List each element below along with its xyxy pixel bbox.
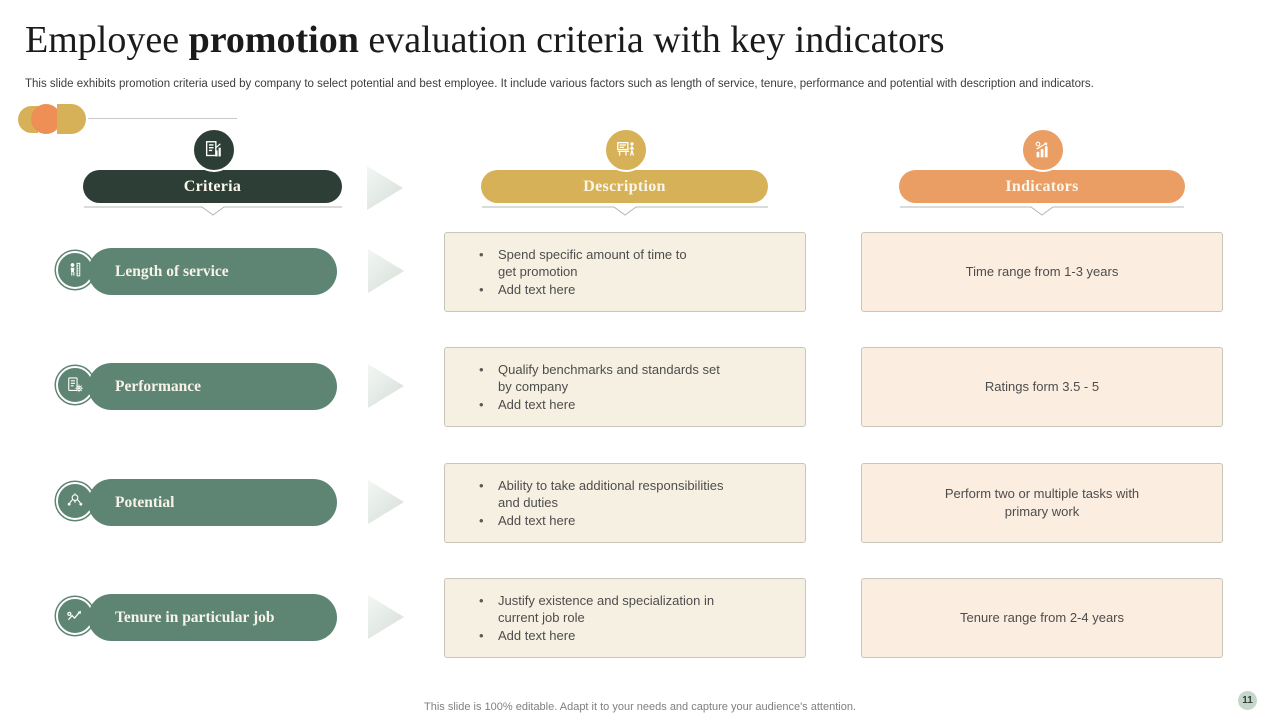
description-item: Add text here: [479, 512, 723, 530]
description-box: Justify existence and specialization in …: [444, 578, 806, 658]
slide-subtitle: This slide exhibits promotion criteria u…: [25, 78, 1094, 90]
description-list: Spend specific amount of time to get pro…: [445, 246, 687, 299]
indicator-text: Time range from 1-3 years: [965, 264, 1119, 280]
criteria-pill: Length of service: [88, 248, 337, 295]
table-row: Potential Ability to take additional res…: [0, 463, 1280, 543]
criteria-pill: Tenure in particular job: [88, 594, 337, 641]
chevron-right-icon: [367, 166, 403, 210]
decoration-line: [88, 118, 237, 119]
idea-network-icon: [56, 482, 94, 520]
criteria-header-label: Criteria: [183, 177, 242, 195]
description-box: Qualify benchmarks and standards set by …: [444, 347, 806, 427]
title-part1: Employee: [25, 19, 180, 61]
presenter-desk-icon: [604, 128, 648, 172]
column-header-description: Description: [481, 170, 768, 203]
indicator-box: Perform two or multiple tasks with prima…: [861, 463, 1223, 543]
description-item: Add text here: [479, 627, 714, 645]
table-row: Performance Qualify benchmarks and stand…: [0, 347, 1280, 427]
indicators-notch-line: [900, 206, 1184, 216]
description-item: Ability to take additional responsibilit…: [479, 477, 723, 512]
title-highlight: promotion: [188, 19, 359, 61]
clipboard-gear-icon: [56, 366, 94, 404]
description-item: Add text here: [479, 396, 720, 414]
indicator-box: Ratings form 3.5 - 5: [861, 347, 1223, 427]
decoration-orange-circle: [31, 104, 61, 134]
indicator-box: Tenure range from 2-4 years: [861, 578, 1223, 658]
chevron-right-icon: [368, 480, 404, 524]
column-header-indicators: Indicators: [899, 170, 1185, 203]
indicators-header-label: Indicators: [1005, 177, 1079, 195]
description-notch-line: [482, 206, 768, 216]
criteria-pill: Performance: [88, 363, 337, 410]
chevron-right-icon: [368, 595, 404, 639]
description-list: Justify existence and specialization in …: [445, 592, 714, 645]
growth-bar-chart-icon: [1021, 128, 1065, 172]
criteria-label: Length of service: [115, 262, 229, 280]
description-item: Justify existence and specialization in …: [479, 592, 714, 627]
description-item: Spend specific amount of time to get pro…: [479, 246, 687, 281]
indicator-text: Tenure range from 2-4 years: [959, 610, 1125, 626]
page-number-badge: 11: [1238, 691, 1257, 710]
page-title: Employee promotion evaluation criteria w…: [25, 18, 1235, 62]
chevron-right-icon: [368, 249, 404, 293]
footer-note: This slide is 100% editable. Adapt it to…: [424, 701, 856, 713]
criteria-pill: Potential: [88, 479, 337, 526]
description-box: Spend specific amount of time to get pro…: [444, 232, 806, 312]
description-list: Ability to take additional responsibilit…: [445, 477, 723, 530]
criteria-label: Potential: [115, 493, 175, 511]
description-list: Qualify benchmarks and standards set by …: [445, 361, 720, 414]
indicator-box: Time range from 1-3 years: [861, 232, 1223, 312]
person-measurement-icon: [56, 251, 94, 289]
description-item: Add text here: [479, 281, 687, 299]
indicator-text: Ratings form 3.5 - 5: [984, 379, 1100, 395]
criteria-notch-line: [84, 206, 342, 216]
description-header-label: Description: [583, 177, 666, 195]
title-part2: evaluation criteria with key indicators: [368, 19, 945, 61]
column-header-criteria: Criteria: [83, 170, 342, 203]
decoration-half-circle-right: [57, 104, 86, 134]
description-box: Ability to take additional responsibilit…: [444, 463, 806, 543]
table-row: Length of service Spend specific amount …: [0, 232, 1280, 312]
indicator-text: Perform two or multiple tasks with prima…: [944, 486, 1140, 519]
criteria-label: Performance: [115, 377, 202, 395]
chevron-right-icon: [368, 364, 404, 408]
description-item: Qualify benchmarks and standards set by …: [479, 361, 720, 396]
criteria-label: Tenure in particular job: [115, 608, 275, 626]
report-document-icon: [192, 128, 236, 172]
table-row: Tenure in particular job Justify existen…: [0, 578, 1280, 658]
